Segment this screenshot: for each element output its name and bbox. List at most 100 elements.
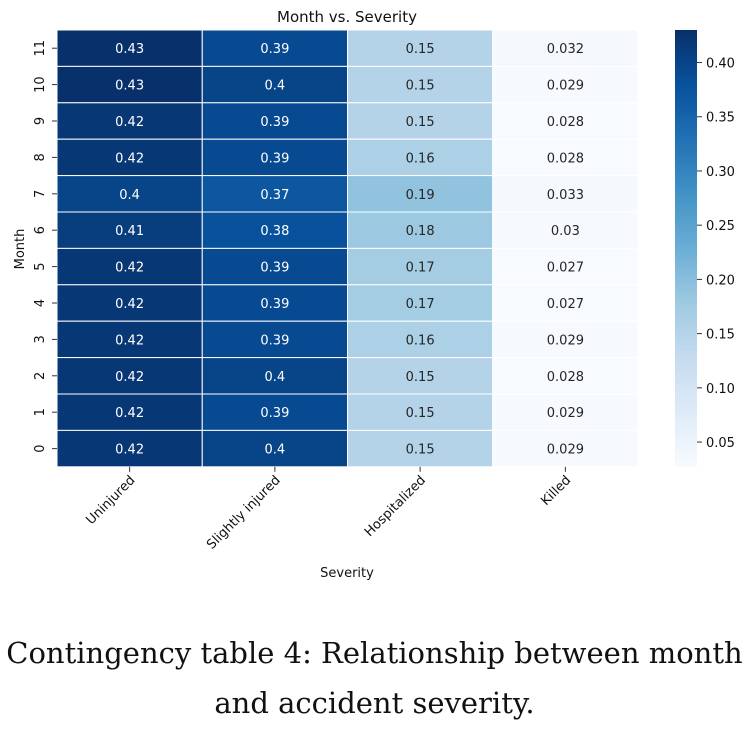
chart-title: Month vs. Severity — [277, 8, 417, 26]
colorbar-tick-label: 0.15 — [706, 328, 735, 343]
heatmap-cell — [56, 284, 203, 322]
colorbar-tick-label: 0.30 — [706, 165, 735, 180]
cell-value-label: 0.38 — [260, 224, 289, 239]
cell-value-label: 0.15 — [406, 42, 435, 57]
cell-value-label: 0.39 — [260, 333, 289, 348]
heatmap-cell — [492, 65, 639, 104]
heatmap-cell — [56, 247, 203, 286]
cell-value-label: 0.42 — [115, 443, 144, 458]
cell-value-label: 0.39 — [260, 115, 289, 130]
cell-value-label: 0.029 — [547, 79, 584, 94]
heatmap-cell — [492, 247, 639, 286]
heatmap-cell — [201, 393, 348, 431]
cell-value-label: 0.43 — [115, 42, 144, 57]
cell-value-label: 0.15 — [406, 406, 435, 421]
cell-value-label: 0.39 — [260, 297, 289, 312]
colorbar-tick-label: 0.40 — [706, 57, 735, 72]
heatmap-cells: 0.43 0.39 0.15 0.032 0.43 0.4 0.15 0.029 0.42 0.3… — [56, 29, 639, 468]
y-tick-label: 1 — [33, 408, 48, 416]
cell-value-label: 0.032 — [547, 42, 584, 57]
heatmap-cell — [56, 429, 203, 468]
y-tick-label: 0 — [33, 444, 48, 452]
cell-value-label: 0.19 — [406, 188, 435, 203]
cell-value-label: 0.17 — [406, 297, 435, 312]
cell-value-label: 0.028 — [547, 370, 584, 385]
cell-value-label: 0.028 — [547, 151, 584, 166]
heatmap-cell — [347, 29, 494, 67]
cell-value-label: 0.027 — [547, 261, 584, 276]
heatmap-cell — [347, 284, 494, 322]
cell-value-label: 0.17 — [406, 261, 435, 276]
cell-value-label: 0.15 — [406, 115, 435, 130]
colorbar — [675, 30, 697, 467]
cell-value-label: 0.39 — [260, 151, 289, 166]
heatmap-cell — [201, 138, 348, 177]
cell-value-label: 0.39 — [260, 42, 289, 57]
cell-value-label: 0.4 — [119, 188, 140, 203]
x-tick-label: Slightly injured — [204, 473, 284, 553]
heatmap-cell — [347, 357, 494, 395]
y-tick-label: 9 — [33, 117, 48, 125]
cell-value-label: 0.16 — [406, 333, 435, 348]
cell-value-label: 0.028 — [547, 115, 584, 130]
heatmap-cell — [56, 29, 203, 67]
cell-value-label: 0.18 — [406, 224, 435, 239]
cell-value-label: 0.41 — [115, 224, 144, 239]
heatmap-cell — [201, 65, 348, 104]
x-tick-label: Uninjured — [83, 473, 138, 528]
heatmap-cell — [56, 357, 203, 395]
heatmap-cell — [492, 320, 639, 359]
heatmap-cell — [492, 393, 639, 431]
heatmap-cell — [492, 138, 639, 177]
heatmap-cell — [201, 211, 348, 249]
heatmap-chart: Month vs. Severity 0.43 0.39 0.15 0.0320.43… — [13, 8, 735, 581]
y-tick-label: 11 — [33, 40, 48, 57]
caption-line-2: and accident severity. — [214, 686, 535, 720]
y-tick-label: 10 — [33, 76, 48, 93]
cell-value-label: 0.033 — [547, 188, 584, 203]
heatmap-cell — [347, 429, 494, 468]
cell-value-label: 0.4 — [265, 370, 286, 385]
heatmap-cell — [492, 102, 639, 140]
cell-value-label: 0.15 — [406, 443, 435, 458]
heatmap-cell — [347, 393, 494, 431]
heatmap-cell — [492, 211, 639, 249]
x-tick-label: Hospitalized — [362, 473, 429, 540]
y-tick-label: 7 — [33, 190, 48, 198]
colorbar-tick-label: 0.05 — [706, 436, 735, 451]
caption-line-1: Contingency table 4: Relationship betwee… — [6, 636, 743, 670]
cell-value-label: 0.42 — [115, 370, 144, 385]
heatmap-cell — [201, 175, 348, 213]
y-axis-label: Month — [13, 229, 28, 270]
heatmap-cell — [201, 102, 348, 140]
heatmap-cell — [492, 175, 639, 213]
y-tick-label: 5 — [33, 262, 48, 270]
cell-value-label: 0.029 — [547, 443, 584, 458]
cell-value-label: 0.029 — [547, 406, 584, 421]
cell-value-label: 0.029 — [547, 333, 584, 348]
cell-value-label: 0.03 — [551, 224, 580, 239]
y-tick-label: 6 — [33, 226, 48, 234]
cell-value-label: 0.027 — [547, 297, 584, 312]
cell-value-label: 0.43 — [115, 79, 144, 94]
x-axis-label: Severity — [320, 566, 374, 581]
cell-value-label: 0.16 — [406, 151, 435, 166]
heatmap-cell — [347, 247, 494, 286]
x-tick-label: Killed — [538, 473, 574, 509]
cell-value-label: 0.15 — [406, 79, 435, 94]
heatmap-cell — [201, 429, 348, 468]
cell-value-label: 0.39 — [260, 406, 289, 421]
cell-value-label: 0.42 — [115, 261, 144, 276]
cell-value-label: 0.42 — [115, 333, 144, 348]
heatmap-cell — [492, 357, 639, 395]
heatmap-cell — [347, 175, 494, 213]
cell-value-label: 0.42 — [115, 297, 144, 312]
heatmap-cell — [492, 429, 639, 468]
cell-value-label: 0.42 — [115, 115, 144, 130]
cell-value-label: 0.15 — [406, 370, 435, 385]
cell-value-label: 0.4 — [265, 79, 286, 94]
y-tick-label: 8 — [33, 153, 48, 161]
heatmap-cell — [347, 211, 494, 249]
colorbar-tick-label: 0.35 — [706, 111, 735, 126]
